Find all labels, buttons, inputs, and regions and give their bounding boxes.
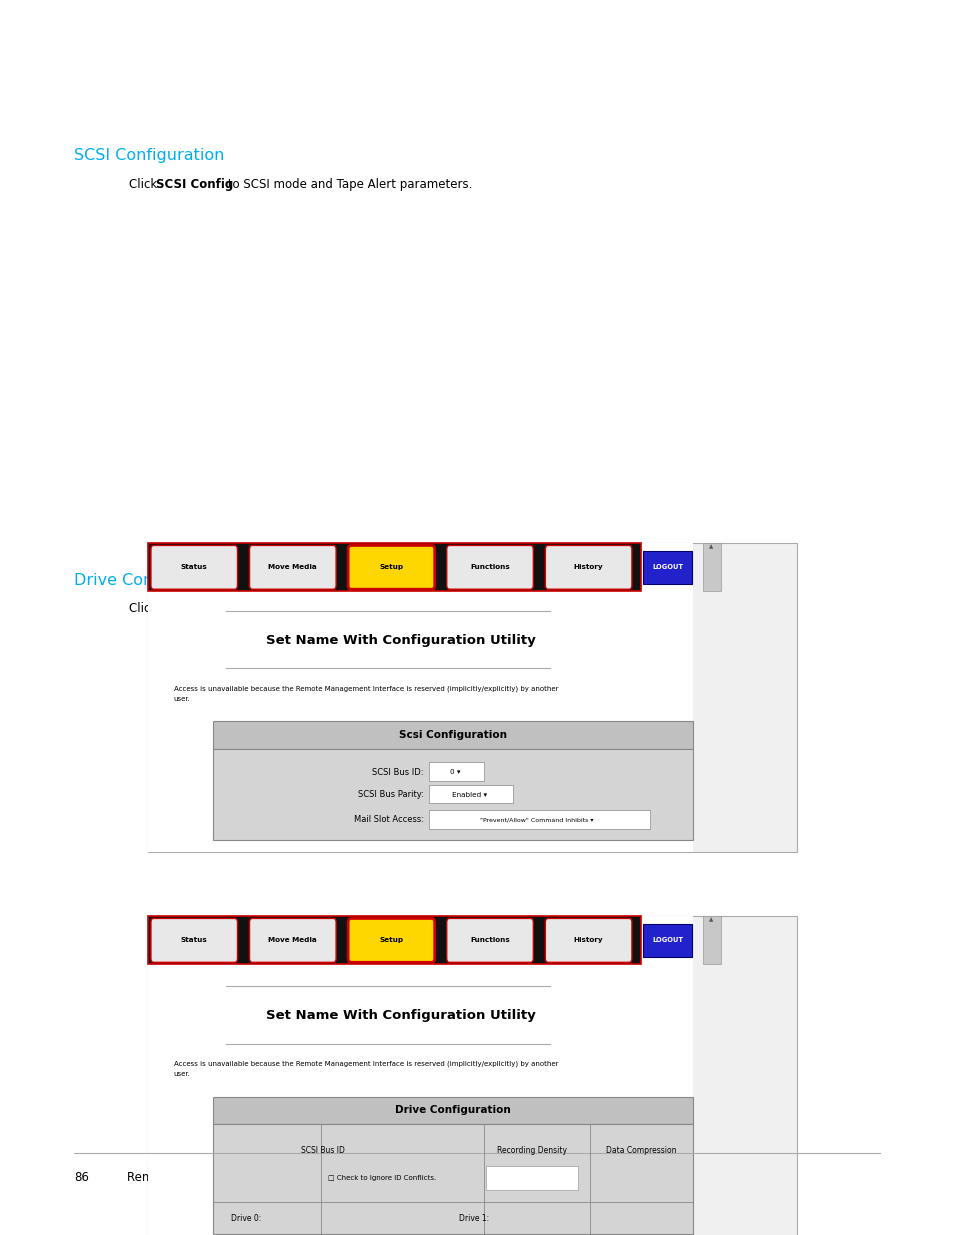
Text: Drive configuration screen: Drive configuration screen (219, 978, 367, 988)
Text: History: History (573, 937, 603, 944)
Text: Scsi Configuration: Scsi Configuration (398, 730, 506, 740)
Text: SCSI Config: SCSI Config (155, 178, 233, 191)
Text: Functions: Functions (470, 564, 509, 571)
Text: Drive Config: Drive Config (155, 601, 237, 615)
Text: Set Name With Configuration Utility: Set Name With Configuration Utility (266, 1009, 536, 1023)
FancyBboxPatch shape (428, 784, 512, 803)
Text: Click: Click (129, 178, 161, 191)
FancyBboxPatch shape (148, 916, 796, 1235)
Text: Figure 71: Figure 71 (148, 566, 207, 576)
Text: Remote Management Interface: Remote Management Interface (127, 1171, 311, 1184)
FancyBboxPatch shape (148, 543, 796, 852)
Text: Move Media: Move Media (268, 564, 316, 571)
FancyBboxPatch shape (428, 810, 649, 829)
Text: SCSI configuration screen: SCSI configuration screen (219, 566, 363, 576)
FancyBboxPatch shape (250, 919, 335, 962)
FancyBboxPatch shape (148, 916, 640, 965)
Text: SCSI Bus ID: SCSI Bus ID (301, 1146, 345, 1155)
Text: Access is unavailable because the Remote Management Interface is reserved (impli: Access is unavailable because the Remote… (173, 1061, 558, 1067)
Text: Drive 0:: Drive 0: (231, 1214, 261, 1223)
Text: History: History (573, 564, 603, 571)
Text: Mail Slot Access:: Mail Slot Access: (354, 815, 423, 825)
FancyBboxPatch shape (148, 543, 692, 852)
Text: Status: Status (181, 564, 208, 571)
Text: Setup: Setup (379, 937, 403, 944)
FancyBboxPatch shape (643, 924, 692, 957)
Text: Set Name With Configuration Utility: Set Name With Configuration Utility (266, 634, 536, 647)
Text: SCSI Bus ID:: SCSI Bus ID: (372, 767, 423, 777)
Text: Figure 72: Figure 72 (148, 978, 207, 988)
FancyBboxPatch shape (643, 551, 692, 584)
Text: ▲: ▲ (709, 918, 713, 923)
FancyBboxPatch shape (486, 1166, 577, 1191)
Text: Move Media: Move Media (268, 937, 316, 944)
Text: SCSI Configuration: SCSI Configuration (74, 148, 225, 163)
Text: ▲: ▲ (709, 545, 713, 550)
Text: Setup: Setup (379, 564, 403, 571)
FancyBboxPatch shape (701, 543, 720, 592)
Text: "Prevent/Allow" Command Inhibits ▾: "Prevent/Allow" Command Inhibits ▾ (479, 818, 593, 823)
FancyBboxPatch shape (151, 919, 237, 962)
Text: LOGOUT: LOGOUT (652, 564, 682, 571)
Text: SCSI Bus Parity:: SCSI Bus Parity: (357, 790, 423, 799)
Text: Recording Density: Recording Density (497, 1146, 566, 1155)
Text: Drive Configuration: Drive Configuration (395, 1105, 510, 1115)
FancyBboxPatch shape (545, 546, 631, 589)
FancyBboxPatch shape (148, 543, 640, 592)
Text: Access is unavailable because the Remote Management Interface is reserved (impli: Access is unavailable because the Remote… (173, 685, 558, 692)
FancyBboxPatch shape (151, 546, 237, 589)
FancyBboxPatch shape (148, 916, 692, 1235)
Text: 86: 86 (74, 1171, 90, 1184)
FancyBboxPatch shape (250, 546, 335, 589)
FancyBboxPatch shape (446, 546, 533, 589)
FancyBboxPatch shape (213, 1097, 692, 1124)
Text: to set the SCSI IDs of the drives.: to set the SCSI IDs of the drives. (233, 601, 429, 615)
FancyBboxPatch shape (213, 1124, 692, 1234)
Text: LOGOUT: LOGOUT (652, 937, 682, 944)
Text: Data Compression: Data Compression (605, 1146, 676, 1155)
FancyBboxPatch shape (213, 721, 692, 750)
Text: Status: Status (181, 937, 208, 944)
Text: Drive 1:: Drive 1: (458, 1214, 489, 1223)
Text: Enabled ▾: Enabled ▾ (452, 792, 487, 798)
FancyBboxPatch shape (348, 546, 435, 589)
FancyBboxPatch shape (545, 919, 631, 962)
Text: □ Check to Ignore ID Conflicts.: □ Check to Ignore ID Conflicts. (328, 1174, 436, 1181)
FancyBboxPatch shape (701, 916, 720, 965)
Text: Click: Click (129, 601, 161, 615)
Text: Drive Configuration: Drive Configuration (74, 573, 232, 588)
Text: user.: user. (173, 1071, 191, 1077)
Text: 0 ▾: 0 ▾ (450, 769, 460, 776)
Text: to SCSI mode and Tape Alert parameters.: to SCSI mode and Tape Alert parameters. (224, 178, 472, 191)
Text: user.: user. (173, 697, 191, 703)
FancyBboxPatch shape (428, 762, 483, 781)
Text: Functions: Functions (470, 937, 509, 944)
FancyBboxPatch shape (446, 919, 533, 962)
FancyBboxPatch shape (213, 750, 692, 840)
FancyBboxPatch shape (348, 919, 435, 962)
